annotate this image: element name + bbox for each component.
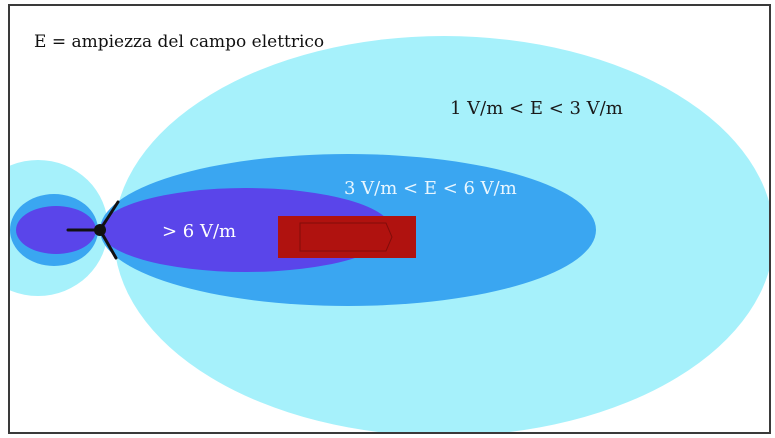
diagram-frame: E = ampiezza del campo elettrico 1 V/m <…: [8, 4, 771, 434]
target-block-icon: [278, 216, 416, 258]
antenna-icon: [66, 200, 120, 260]
zone-high-back-lobe: [16, 206, 96, 254]
zone-high-label: > 6 V/m: [162, 221, 237, 242]
field-diagram: [10, 36, 769, 432]
diagram-title: E = ampiezza del campo elettrico: [34, 32, 325, 52]
zone-medium-label: 3 V/m < E < 6 V/m: [344, 178, 517, 199]
zone-low-label: 1 V/m < E < 3 V/m: [450, 98, 623, 119]
